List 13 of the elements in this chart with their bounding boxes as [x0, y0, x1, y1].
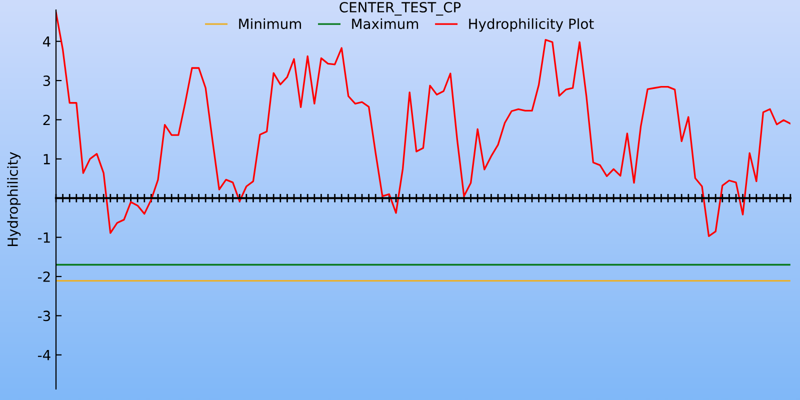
y-axis-title: Hydrophilicity: [7, 152, 21, 246]
y-tick-label: 2: [43, 114, 50, 126]
legend-label: Maximum: [352, 18, 418, 30]
y-tick-label: -1: [38, 232, 50, 243]
y-tick-label: -2: [38, 271, 50, 282]
y-tick-label: 4: [42, 36, 50, 47]
y-tick-label: -4: [38, 350, 50, 360]
legend-label: Minimum: [239, 18, 301, 30]
y-tick-label: 1: [44, 154, 50, 164]
y-tick-label: -3: [38, 310, 50, 322]
y-tick-label: 3: [43, 76, 50, 86]
legend-label: Hydrophilicity Plot: [469, 18, 594, 32]
chart-title: CENTER_TEST_CP: [340, 2, 461, 16]
